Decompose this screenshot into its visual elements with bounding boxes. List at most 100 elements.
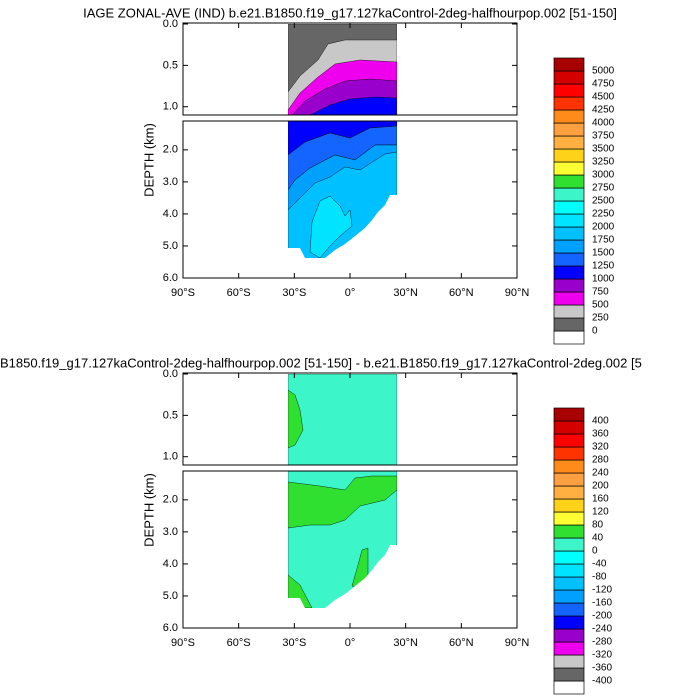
x-tick-label: 0° xyxy=(345,637,356,649)
x-tick-label: 60°N xyxy=(449,637,474,649)
y-tick-label: 0.5 xyxy=(163,59,178,71)
colorbar-box xyxy=(553,472,585,487)
colorbar-box xyxy=(553,485,585,500)
colorbar-box xyxy=(553,680,585,695)
x-tick-label: 60°S xyxy=(227,637,251,649)
colorbar-label: 4250 xyxy=(592,105,615,116)
colorbar-box xyxy=(553,291,585,306)
colorbar-box xyxy=(553,70,585,85)
colorbar-box xyxy=(553,524,585,539)
colorbar-label: 4750 xyxy=(592,79,615,90)
x-tick-label: 60°S xyxy=(227,287,251,299)
colorbar-box xyxy=(553,667,585,682)
colorbar-label: 160 xyxy=(592,494,609,505)
colorbar-label: 2000 xyxy=(592,222,615,233)
colorbar-box xyxy=(553,602,585,617)
colorbar-label: 3250 xyxy=(592,157,615,168)
x-tick-label: 90°N xyxy=(505,287,530,299)
y-tick-label: 0.5 xyxy=(163,409,178,421)
colorbar-label: 4000 xyxy=(592,118,615,129)
contour-region xyxy=(288,144,397,211)
colorbar-label: -120 xyxy=(592,585,612,596)
chart-title: B1850.f19_g17.127kaControl-2deg-halfhour… xyxy=(0,355,642,370)
colorbar-label: 250 xyxy=(592,313,609,324)
y-axis-label: DEPTH (km) xyxy=(141,123,156,197)
colorbar-box xyxy=(553,654,585,669)
colorbar-label: -280 xyxy=(592,637,612,648)
contour-region xyxy=(288,374,397,465)
colorbar-box xyxy=(553,96,585,111)
colorbar-box xyxy=(553,200,585,215)
colorbar-label: 5000 xyxy=(592,66,615,77)
colorbar-label: 240 xyxy=(592,468,609,479)
x-tick-label: 90°S xyxy=(171,287,195,299)
contour-region xyxy=(309,195,353,258)
y-tick-label: 5.0 xyxy=(163,590,178,602)
colorbar-box xyxy=(553,433,585,448)
colorbar-label: -320 xyxy=(592,650,612,661)
y-tick-label: 5.0 xyxy=(163,240,178,252)
colorbar-label: -160 xyxy=(592,598,612,609)
colorbar-box xyxy=(553,420,585,435)
plot: B1850.f19_g17.127kaControl-2deg-halfhour… xyxy=(0,355,642,695)
colorbar-box xyxy=(553,161,585,176)
colorbar-box xyxy=(553,537,585,552)
colorbar-label: 360 xyxy=(592,429,609,440)
colorbar-label: -80 xyxy=(592,572,607,583)
y-tick-label: 2.0 xyxy=(163,494,178,506)
colorbar-label: -200 xyxy=(592,611,612,622)
y-tick-label: 6.0 xyxy=(163,272,178,284)
colorbar-box xyxy=(553,174,585,189)
colorbar-box xyxy=(553,576,585,591)
colorbar-label: 2750 xyxy=(592,183,615,194)
colorbar-label: 0 xyxy=(592,326,598,337)
y-tick-label: 0.0 xyxy=(163,18,178,30)
chart-title: IAGE ZONAL-AVE (IND) b.e21.B1850.f19_g17… xyxy=(83,5,617,20)
colorbar-label: 1000 xyxy=(592,274,615,285)
colorbar-label: 1250 xyxy=(592,261,615,272)
colorbar-box xyxy=(553,122,585,137)
y-tick-label: 4.0 xyxy=(163,208,178,220)
colorbar-label: 320 xyxy=(592,442,609,453)
colorbar-label: -360 xyxy=(592,663,612,674)
colorbar-box xyxy=(553,407,585,422)
y-tick-label: 1.0 xyxy=(163,451,178,463)
x-tick-label: 60°N xyxy=(449,287,474,299)
colorbar-label: 1750 xyxy=(592,235,615,246)
colorbar-box xyxy=(553,498,585,513)
colorbar-box xyxy=(553,135,585,150)
colorbar-box xyxy=(553,239,585,254)
y-tick-label: 6.0 xyxy=(163,622,178,634)
colorbar-label: 1500 xyxy=(592,248,615,259)
colorbar-box xyxy=(553,628,585,643)
colorbar-label: 4500 xyxy=(592,92,615,103)
contour-region xyxy=(288,475,397,529)
colorbar-label: -40 xyxy=(592,559,607,570)
x-tick-label: 90°N xyxy=(505,637,530,649)
contour-region xyxy=(288,389,304,449)
colorbar-box xyxy=(553,57,585,72)
colorbar-box xyxy=(553,317,585,332)
colorbar-box xyxy=(553,446,585,461)
colorbar-box xyxy=(553,615,585,630)
y-tick-label: 4.0 xyxy=(163,558,178,570)
colorbar-label: 750 xyxy=(592,287,609,298)
colorbar-box xyxy=(553,330,585,345)
y-tick-label: 3.0 xyxy=(163,176,178,188)
contour-region xyxy=(309,96,397,115)
x-tick-label: 30°N xyxy=(393,637,418,649)
y-tick-label: 0.0 xyxy=(163,368,178,380)
x-tick-label: 30°N xyxy=(393,287,418,299)
colorbar-label: 2500 xyxy=(592,196,615,207)
x-tick-label: 30°S xyxy=(282,637,306,649)
colorbar-box xyxy=(553,148,585,163)
x-tick-label: 90°S xyxy=(171,637,195,649)
colorbar-label: 500 xyxy=(592,300,609,311)
colorbar-box xyxy=(553,265,585,280)
x-tick-label: 0° xyxy=(345,287,356,299)
colorbar-label: 3000 xyxy=(592,170,615,181)
colorbar-box xyxy=(553,252,585,267)
colorbar-box xyxy=(553,187,585,202)
colorbar-box xyxy=(553,278,585,293)
